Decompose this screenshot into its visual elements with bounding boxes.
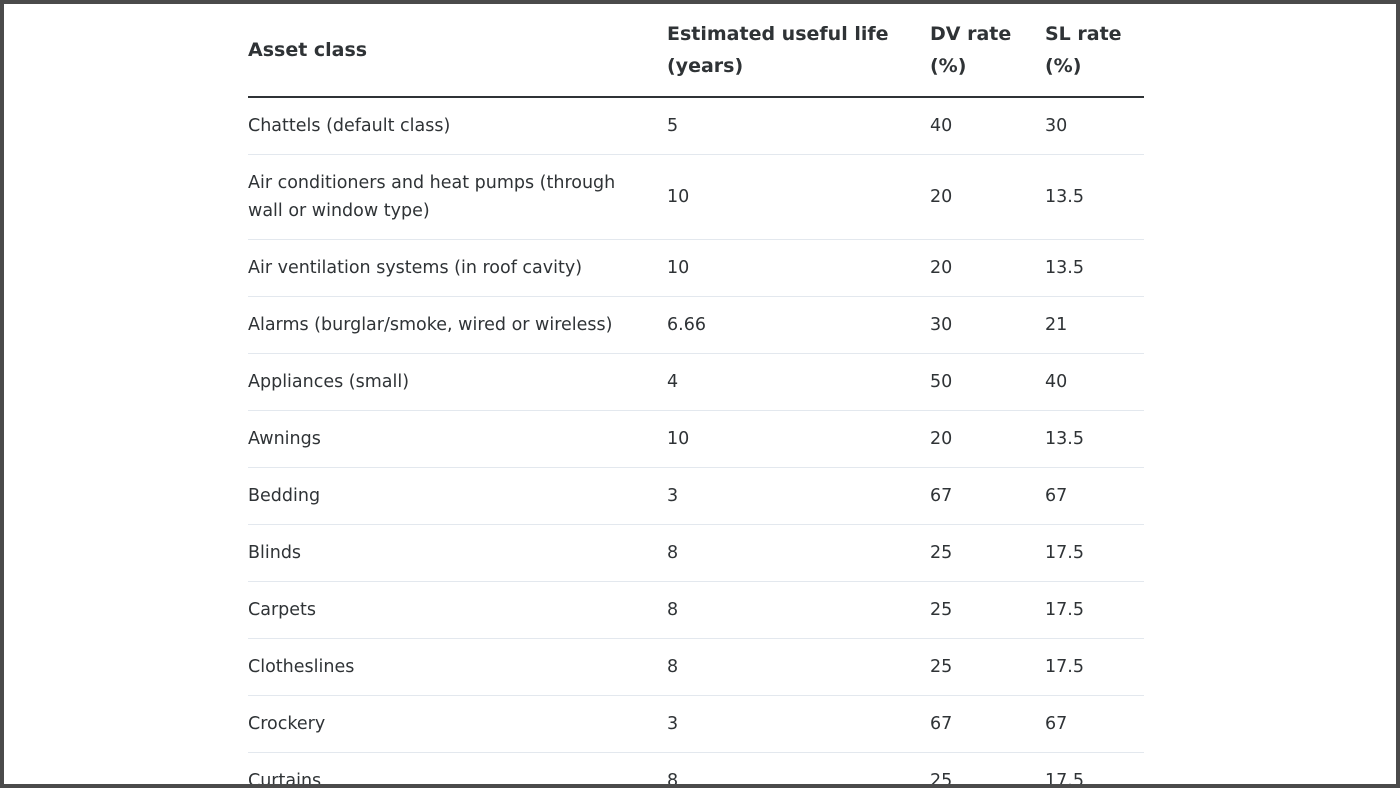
- value-cell: 17.5: [1045, 524, 1144, 582]
- asset-class-cell: Appliances (small): [248, 353, 667, 411]
- asset-class-cell: Chattels (default class): [248, 97, 667, 155]
- value-cell: 10: [667, 410, 930, 468]
- asset-class-cell: Blinds: [248, 524, 667, 582]
- value-cell: 25: [930, 752, 1045, 784]
- value-cell: 17.5: [1045, 752, 1144, 784]
- value-cell: 8: [667, 638, 930, 696]
- value-cell: 8: [667, 581, 930, 639]
- asset-class-cell: Crockery: [248, 695, 667, 753]
- value-cell: 25: [930, 638, 1045, 696]
- value-cell: 20: [930, 239, 1045, 297]
- table-row: Carpets 8 25 17.5: [248, 581, 1144, 639]
- header-row: Asset class Estimated useful life (years)…: [248, 4, 1144, 98]
- value-cell: 5: [667, 97, 930, 155]
- asset-class-cell: Air ventilation systems (in roof cavity): [248, 239, 667, 297]
- table-row: Alarms (burglar/smoke, wired or wireless…: [248, 296, 1144, 354]
- depreciation-table: Asset class Estimated useful life (years)…: [248, 4, 1144, 784]
- column-header: DV rate (%): [930, 4, 1045, 98]
- value-cell: 67: [1045, 695, 1144, 753]
- value-cell: 67: [1045, 467, 1144, 525]
- table-body: Chattels (default class) 5 40 30 Air conditi…: [248, 97, 1144, 784]
- value-cell: 13.5: [1045, 410, 1144, 468]
- table-row: Bedding 3 67 67: [248, 467, 1144, 525]
- table-row: Appliances (small) 4 50 40: [248, 353, 1144, 411]
- asset-class-cell: Bedding: [248, 467, 667, 525]
- asset-class-cell: Carpets: [248, 581, 667, 639]
- value-cell: 13.5: [1045, 239, 1144, 297]
- value-cell: 30: [930, 296, 1045, 354]
- table-row: Curtains 8 25 17.5: [248, 752, 1144, 784]
- table-row: Air ventilation systems (in roof cavity)…: [248, 239, 1144, 297]
- column-header: Estimated useful life (years): [667, 4, 930, 98]
- asset-class-cell: Clotheslines: [248, 638, 667, 696]
- value-cell: 21: [1045, 296, 1144, 354]
- value-cell: 3: [667, 695, 930, 753]
- table-row: Blinds 8 25 17.5: [248, 524, 1144, 582]
- value-cell: 8: [667, 524, 930, 582]
- value-cell: 25: [930, 524, 1045, 582]
- value-cell: 13.5: [1045, 154, 1144, 240]
- value-cell: 6.66: [667, 296, 930, 354]
- value-cell: 17.5: [1045, 638, 1144, 696]
- value-cell: 30: [1045, 97, 1144, 155]
- value-cell: 3: [667, 467, 930, 525]
- value-cell: 17.5: [1045, 581, 1144, 639]
- value-cell: 67: [930, 467, 1045, 525]
- table-row: Chattels (default class) 5 40 30: [248, 97, 1144, 155]
- table-row: Air conditioners and heat pumps (through…: [248, 154, 1144, 240]
- asset-class-cell: Curtains: [248, 752, 667, 784]
- value-cell: 10: [667, 154, 930, 240]
- table-row: Crockery 3 67 67: [248, 695, 1144, 753]
- value-cell: 20: [930, 154, 1045, 240]
- value-cell: 4: [667, 353, 930, 411]
- value-cell: 50: [930, 353, 1045, 411]
- value-cell: 67: [930, 695, 1045, 753]
- value-cell: 10: [667, 239, 930, 297]
- value-cell: 40: [930, 97, 1045, 155]
- table-row: Clotheslines 8 25 17.5: [248, 638, 1144, 696]
- value-cell: 40: [1045, 353, 1144, 411]
- value-cell: 20: [930, 410, 1045, 468]
- asset-class-cell: Alarms (burglar/smoke, wired or wireless…: [248, 296, 667, 354]
- asset-class-cell: Awnings: [248, 410, 667, 468]
- value-cell: 25: [930, 581, 1045, 639]
- value-cell: 8: [667, 752, 930, 784]
- table-row: Awnings 10 20 13.5: [248, 410, 1144, 468]
- asset-class-cell: Air conditioners and heat pumps (through…: [248, 154, 667, 240]
- column-header: Asset class: [248, 4, 667, 98]
- column-header: SL rate (%): [1045, 4, 1144, 98]
